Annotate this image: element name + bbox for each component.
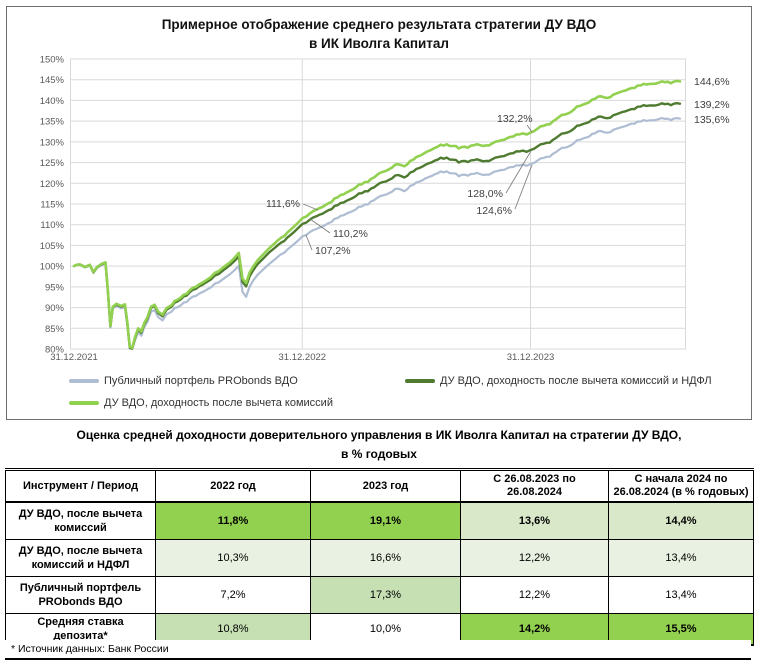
svg-text:110,2%: 110,2% <box>333 228 368 240</box>
chart-title: Примерное отображение среднего результат… <box>7 15 751 53</box>
svg-text:120%: 120% <box>40 179 65 190</box>
value-cell: 10,8% <box>155 613 311 645</box>
value-cell: 11,8% <box>155 502 311 540</box>
table-row: ДУ ВДО, после вычета комиссий 11,8% 19,1… <box>5 502 754 540</box>
value-cell: 14,2% <box>460 613 609 645</box>
svg-text:105%: 105% <box>40 241 65 252</box>
row-label: Средняя ставка депозита* <box>37 615 124 642</box>
legend-item-probonds: Публичный портфель PRObonds ВДО <box>69 375 298 387</box>
svg-text:135,6%: 135,6% <box>694 114 730 126</box>
svg-text:95%: 95% <box>45 282 65 293</box>
value-cell: 12,2% <box>460 576 609 614</box>
col-header-2023: 2023 год <box>310 469 461 503</box>
svg-text:128,0%: 128,0% <box>467 188 503 200</box>
legend-label-du: ДУ ВДО, доходность после вычета комиссий <box>104 397 333 409</box>
svg-text:140%: 140% <box>40 96 65 107</box>
row-label: Публичный портфель PRObonds ВДО <box>5 576 156 614</box>
legend-label-du-ndfl: ДУ ВДО, доходность после вычета комиссий… <box>440 375 712 387</box>
value-cell: 15,5% <box>608 613 754 645</box>
value-cell: 19,1% <box>310 502 461 540</box>
svg-text:144,6%: 144,6% <box>694 76 730 88</box>
value-cell: 10,3% <box>155 539 311 577</box>
value-cell: 17,3% <box>310 576 461 614</box>
svg-text:111,6%: 111,6% <box>266 198 300 210</box>
svg-text:80%: 80% <box>45 345 65 356</box>
legend-item-du-ndfl: ДУ ВДО, доходность после вычета комиссий… <box>405 375 712 387</box>
legend-swatch-du <box>69 401 99 405</box>
svg-text:130%: 130% <box>40 137 65 148</box>
svg-text:145%: 145% <box>40 75 65 86</box>
svg-text:150%: 150% <box>40 55 65 66</box>
col-header-ltm: С 26.08.2023 по 26.08.2024 <box>460 469 609 503</box>
row-label: ДУ ВДО, после вычета комиссий и НДФЛ <box>5 539 156 577</box>
legend-label-probonds: Публичный портфель PRObonds ВДО <box>104 375 298 387</box>
svg-text:139,2%: 139,2% <box>694 99 730 111</box>
value-cell: 14,4% <box>608 502 754 540</box>
row-label: ДУ ВДО, после вычета комиссий <box>5 502 156 540</box>
value-cell: 13,4% <box>608 539 754 577</box>
svg-text:107,2%: 107,2% <box>315 245 351 257</box>
svg-text:110%: 110% <box>40 220 64 231</box>
table-title-line2: в % годовых <box>341 447 417 461</box>
value-cell: 13,6% <box>460 502 609 540</box>
chart-panel: Примерное отображение среднего результат… <box>6 6 752 420</box>
chart-title-line2: в ИК Иволга Капитал <box>309 36 449 51</box>
col-header-2022: 2022 год <box>155 469 311 503</box>
legend-swatch-du-ndfl <box>405 379 435 383</box>
svg-text:31.12.2023: 31.12.2023 <box>507 352 555 363</box>
value-cell: 16,6% <box>310 539 461 577</box>
table-title: Оценка средней доходности доверительного… <box>5 426 753 464</box>
col-header-instrument: Инструмент / Период <box>5 469 156 503</box>
table-row: Средняя ставка депозита* 10,8% 10,0% 14,… <box>6 613 754 645</box>
value-cell: 10,0% <box>310 613 461 645</box>
value-cell: 7,2% <box>155 576 311 614</box>
returns-table: Инструмент / Период 2022 год 2023 год С … <box>5 468 754 646</box>
chart-svg: 150% 145% 140% 135% 130% 125% 120% 115% 110% 105%… <box>40 55 730 364</box>
svg-text:31.12.2021: 31.12.2021 <box>50 352 98 363</box>
legend-swatch-probonds <box>69 379 99 383</box>
col-header-ytd: С начала 2024 по 26.08.2024 (в % годовых… <box>608 469 754 503</box>
value-cell: 12,2% <box>460 539 609 577</box>
svg-text:125%: 125% <box>40 158 65 169</box>
svg-text:124,6%: 124,6% <box>476 205 512 217</box>
legend-item-du: ДУ ВДО, доходность после вычета комиссий <box>69 397 333 409</box>
header-row: Инструмент / Период 2022 год 2023 год С … <box>5 469 754 503</box>
svg-text:31.12.2022: 31.12.2022 <box>279 352 327 363</box>
svg-text:115%: 115% <box>40 200 64 211</box>
table-row: ДУ ВДО, после вычета комиссий и НДФЛ 10,… <box>5 539 754 577</box>
table-title-line1: Оценка средней доходности доверительного… <box>76 428 682 442</box>
svg-text:100%: 100% <box>40 262 65 273</box>
svg-text:132,2%: 132,2% <box>497 113 533 125</box>
svg-text:85%: 85% <box>45 324 65 335</box>
table-row: Публичный портфель PRObonds ВДО 7,2% 17,… <box>5 576 754 614</box>
value-cell: 13,4% <box>608 576 754 614</box>
svg-text:90%: 90% <box>45 303 65 314</box>
footnote: * Источник данных: Банк России <box>5 640 751 660</box>
svg-text:135%: 135% <box>40 117 65 128</box>
chart-title-line1: Примерное отображение среднего результат… <box>161 17 597 32</box>
